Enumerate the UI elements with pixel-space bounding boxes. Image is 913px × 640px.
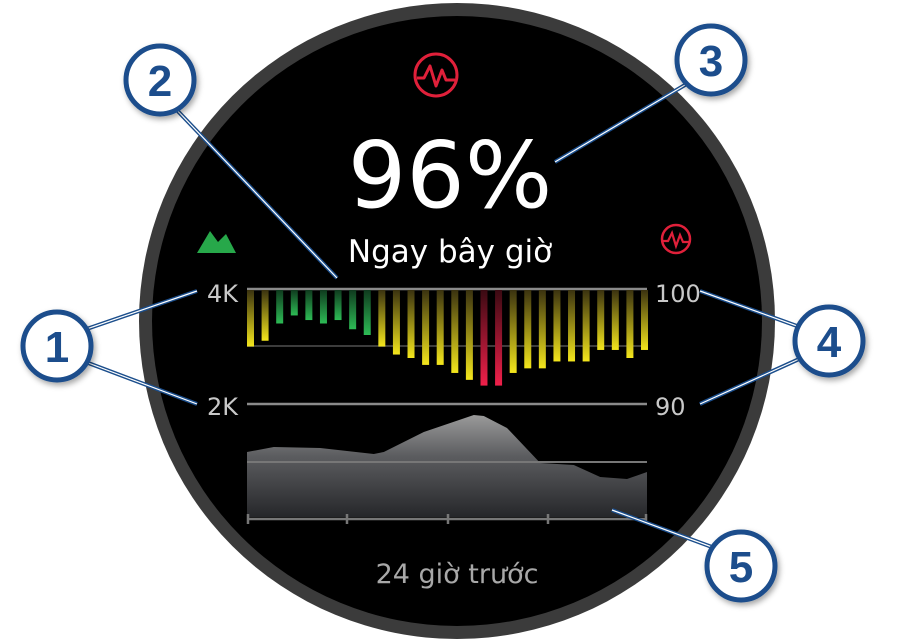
spo2-bar [319,290,327,324]
svg-text:1: 1 [45,323,69,372]
spo2-bar [305,290,313,321]
spo2-bar [247,290,254,347]
spo2-bar [436,290,444,365]
spo2-bar [451,290,459,373]
spo2-bar [363,290,371,335]
pulse-ox-icon [413,52,459,98]
spo2-bar [509,290,517,373]
spo2-bar [582,290,590,362]
pulse-ox-icon [660,223,692,255]
spo2-bar [538,290,546,369]
spo2-bar [495,290,503,386]
callout-3: 3 [674,23,748,97]
elevation-area [247,415,647,517]
svg-text:4: 4 [817,318,842,367]
svg-text:5: 5 [729,543,753,592]
spo2-bar [392,290,400,355]
svg-text:3: 3 [699,37,723,86]
callout-2: 2 [123,43,197,117]
spo2-bar [611,290,619,350]
x-axis [246,514,648,524]
time-range-label: 24 giờ trước [376,559,539,590]
callout-1: 1 [20,309,94,383]
spo2-bar [524,290,532,369]
spo2-bars [247,290,648,386]
mountain-elevation-icon [197,231,236,253]
left-axis-2k: 2K [207,393,239,421]
spo2-bar [334,290,342,321]
caption-now: Ngay bây giờ [348,234,552,270]
spo2-bar [349,290,357,330]
callout-4: 4 [792,304,866,378]
spo2-bar [407,290,415,358]
right-axis-90: 90 [655,393,686,421]
svg-text:2: 2 [148,57,172,106]
spo2-bar [480,290,488,386]
spo2-bar [290,290,298,316]
spo2-value: 96% [348,122,552,229]
spo2-bar [568,290,576,362]
spo2-bar [276,290,284,324]
spo2-bar [641,290,648,350]
spo2-bar [597,290,605,350]
spo2-bar [261,290,269,341]
spo2-bar [422,290,430,365]
spo2-bar [553,290,561,362]
spo2-bar [626,290,634,358]
left-axis-4k: 4K [207,280,239,308]
right-axis-100: 100 [655,280,701,308]
spo2-bar [378,290,386,347]
callout-5: 5 [704,529,778,603]
spo2-bar [465,290,473,380]
